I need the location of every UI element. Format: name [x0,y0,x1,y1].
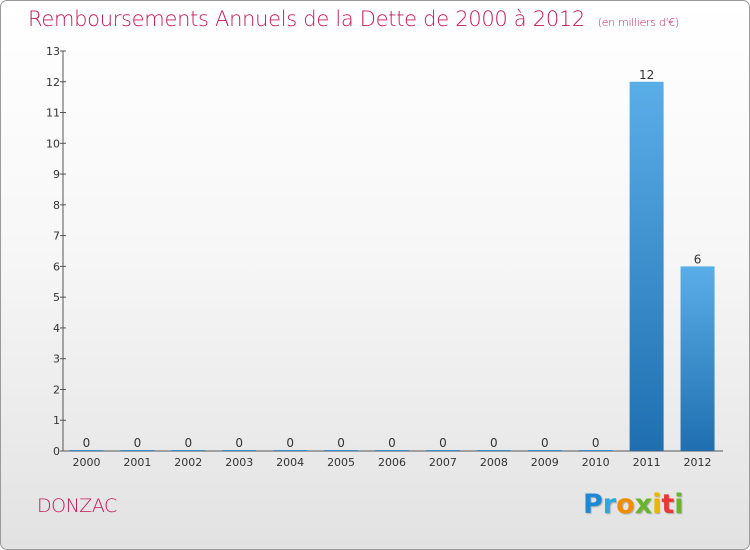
bar-value-label: 0 [439,436,447,450]
bar [222,450,257,451]
x-tick-label: 2000 [72,456,100,469]
bar [171,450,206,451]
x-tick-label: 2007 [429,456,457,469]
x-tick-label: 2006 [378,456,406,469]
bar [375,450,409,451]
bar [69,450,104,451]
logo-letter: r [602,489,617,520]
bar-value-label: 0 [184,436,192,450]
logo-letter: P [583,489,603,520]
chart-labels: 0 2000 0 2001 0 2002 0 2003 0 2004 0 2005 0 2006 0 2007… [72,68,711,469]
chart-unit: (en milliers d'€) [597,16,679,29]
x-tick-label: 2011 [633,456,661,469]
bar-value-label: 0 [235,436,243,450]
bar [629,81,664,452]
bar [680,266,715,451]
logo-letter: x [634,489,653,520]
bar [120,450,155,451]
y-tick-label: 12 [46,76,60,89]
y-tick-label: 2 [53,383,60,396]
commune-name: DONZAC [37,495,117,517]
bar-value-label: 0 [337,436,345,450]
y-tick-label: 13 [46,45,60,58]
x-tick-label: 2004 [276,456,304,469]
bar [578,450,613,451]
proxiti-logo: Proxiti [583,489,684,520]
logo-letter: i [652,489,662,520]
bar-value-label: 0 [490,436,498,450]
y-tick-label: 6 [53,260,60,273]
bar-value-label: 6 [694,252,702,266]
bar-value-label: 0 [134,436,142,450]
x-tick-label: 2012 [684,456,712,469]
y-tick-label: 1 [53,414,60,427]
bar [476,450,511,451]
y-tick-label: 10 [46,137,60,150]
x-tick-label: 2009 [531,456,559,469]
chart-title-text: Remboursements Annuels de la Dette de 20… [28,7,585,31]
logo-letter: i [674,489,684,520]
bar-value-label: 0 [83,436,91,450]
bar-value-label: 0 [286,436,294,450]
y-tick-label: 0 [53,445,60,458]
bar-value-label: 0 [541,436,549,450]
x-tick-label: 2003 [225,456,253,469]
y-tick-label: 4 [53,322,60,335]
chart-title: Remboursements Annuels de la Dette de 20… [28,7,679,31]
bar-value-label: 0 [592,436,600,450]
logo-letter: o [616,489,635,520]
y-tick-label: 11 [46,107,60,120]
logo-letter: t [661,489,675,520]
x-tick-label: 2005 [327,456,355,469]
bar [527,450,562,451]
y-tick-label: 3 [53,353,60,366]
chart-bars [69,81,715,452]
bar [425,450,460,451]
bar [324,450,359,451]
x-tick-label: 2001 [123,456,151,469]
x-tick-label: 2008 [480,456,508,469]
bar-value-label: 0 [388,436,396,450]
y-tick-label: 9 [53,168,60,181]
bar-value-label: 12 [639,68,654,82]
x-tick-label: 2010 [582,456,610,469]
y-tick-label: 7 [53,230,60,243]
bar [273,450,308,451]
x-tick-label: 2002 [174,456,202,469]
y-tick-label: 5 [53,291,60,304]
y-tick-label: 8 [53,199,60,212]
